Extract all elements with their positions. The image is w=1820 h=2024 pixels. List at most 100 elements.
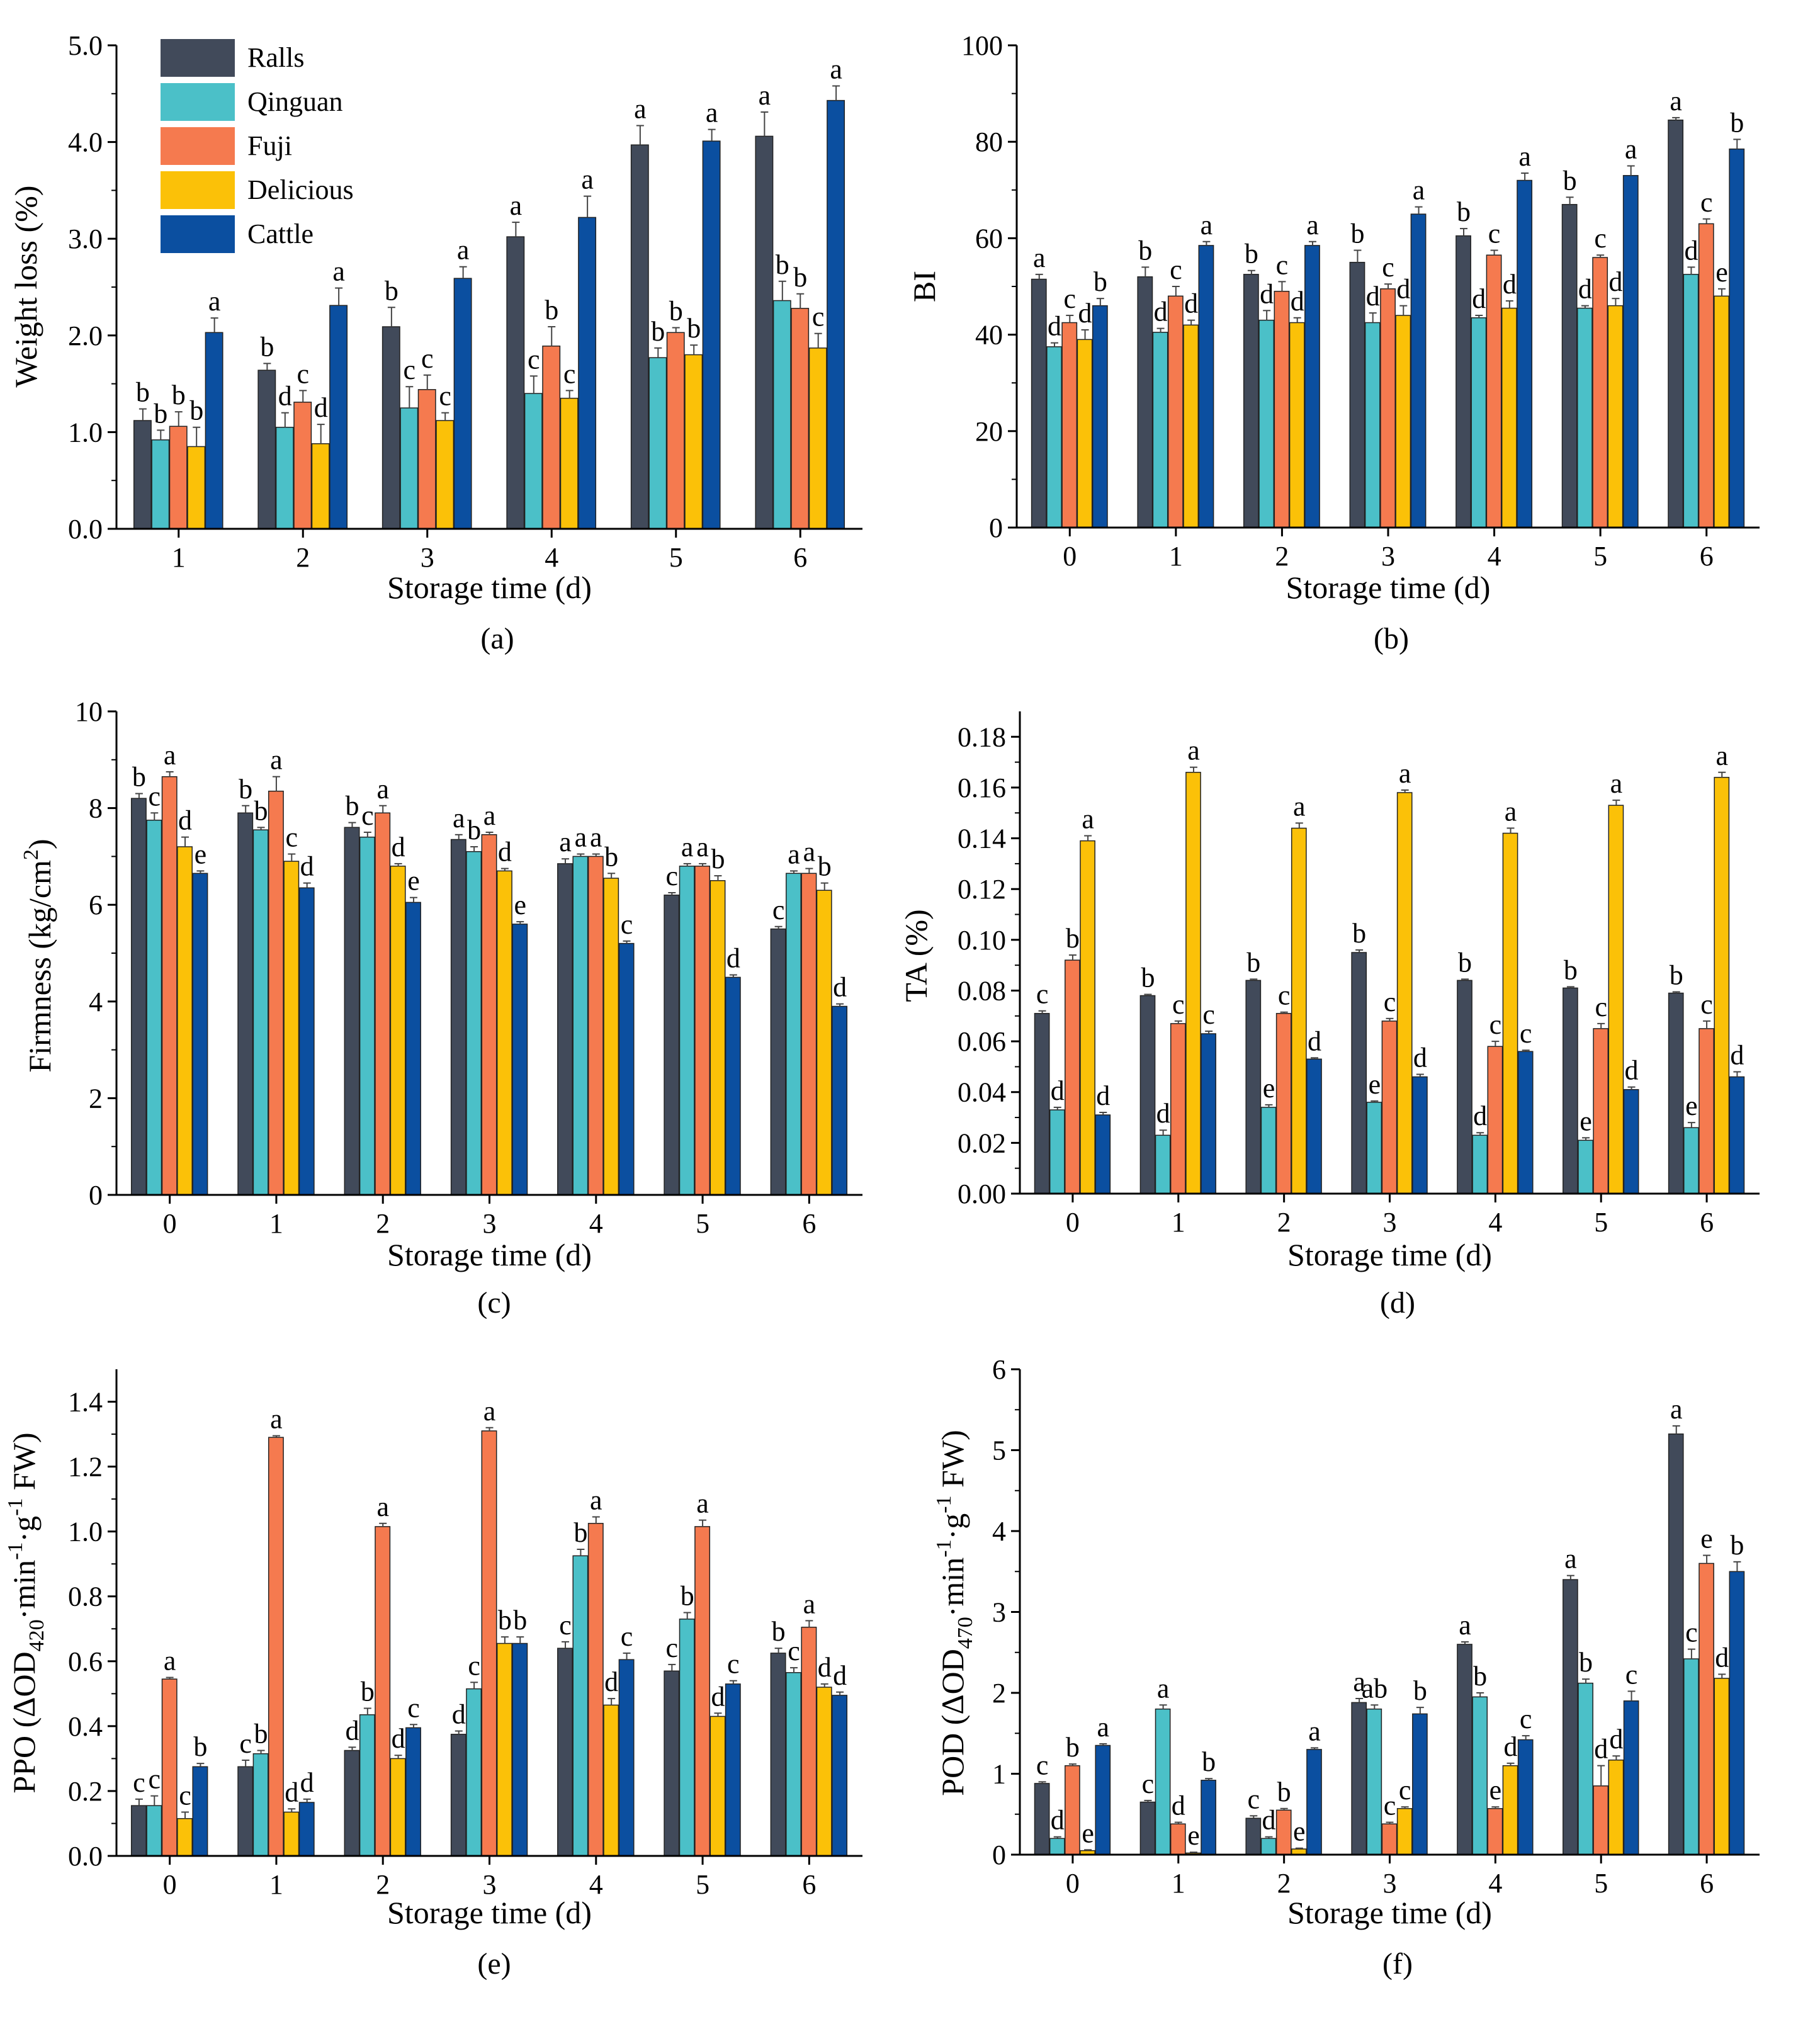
bar-e-qinguan-4 — [572, 1555, 589, 1857]
x-tick-label-b-6: 6 — [1700, 541, 1714, 572]
sig-label-c-delicious-4: b — [604, 841, 618, 872]
bar-b-fuji-4 — [1486, 254, 1502, 528]
bar-e-fuji-2 — [375, 1526, 391, 1857]
bar-f-ralls-2 — [1245, 1818, 1262, 1855]
sig-label-d-fuji-0: b — [1066, 923, 1080, 954]
bar-d-qinguan-5 — [1578, 1139, 1593, 1194]
bar-e-fuji-5 — [694, 1526, 711, 1857]
x-tick-label-c-2: 2 — [376, 1208, 390, 1239]
bar-f-qinguan-3 — [1366, 1708, 1382, 1855]
sig-label-c-cattle-3: e — [514, 890, 526, 920]
sig-label-a-cattle-6: a — [830, 54, 842, 85]
sig-label-b-delicious-6: e — [1715, 257, 1728, 288]
x-tick-label-d-2: 2 — [1277, 1207, 1291, 1238]
sig-label-e-qinguan-6: c — [788, 1636, 800, 1666]
sig-label-f-fuji-6: e — [1700, 1524, 1713, 1554]
y-tick-label-d-2: 0.04 — [958, 1077, 1006, 1108]
bar-c-cattle-6 — [832, 1005, 848, 1196]
bar-f-cattle-2 — [1306, 1749, 1322, 1855]
legend-swatch-fuji — [161, 127, 235, 165]
bar-a-qinguan-6 — [772, 300, 791, 529]
x-tick-label-d-6: 6 — [1700, 1207, 1714, 1238]
sig-label-b-cattle-0: b — [1094, 266, 1107, 297]
x-tick-label-a-3: 3 — [421, 542, 434, 573]
sig-label-e-ralls-0: c — [133, 1767, 145, 1798]
bar-c-ralls-1 — [237, 812, 254, 1196]
x-tick-label-f-1: 1 — [1172, 1868, 1185, 1899]
y-tick-label-f-3: 3 — [992, 1597, 1006, 1628]
panel-caption-f: (f) — [1382, 1947, 1413, 1981]
bar-b-fuji-1 — [1167, 295, 1184, 528]
bar-d-qinguan-1 — [1155, 1134, 1171, 1194]
x-tick-label-a-1: 1 — [172, 542, 186, 573]
bar-c-qinguan-5 — [679, 866, 695, 1196]
sig-label-b-ralls-1: b — [1138, 235, 1152, 266]
bar-d-cattle-4 — [1517, 1051, 1534, 1194]
bar-f-cattle-0 — [1095, 1744, 1111, 1855]
sig-label-e-ralls-4: c — [559, 1610, 572, 1641]
sig-label-a-cattle-1: a — [208, 286, 221, 317]
x-axis-label-f: Storage time (d) — [1287, 1895, 1492, 1930]
y-tick-label-d-1: 0.02 — [958, 1128, 1006, 1158]
sig-label-c-qinguan-3: b — [467, 815, 481, 845]
bar-c-qinguan-6 — [786, 873, 801, 1196]
sig-label-c-ralls-2: b — [345, 791, 359, 822]
sig-label-c-delicious-2: d — [392, 832, 405, 862]
sig-label-d-qinguan-6: e — [1685, 1090, 1698, 1121]
sig-label-d-qinguan-2: e — [1263, 1073, 1275, 1104]
y-tick-label-e-7: 1.4 — [68, 1387, 103, 1418]
x-tick-label-c-3: 3 — [483, 1208, 497, 1239]
bar-e-qinguan-2 — [359, 1714, 375, 1857]
bar-d-ralls-3 — [1351, 952, 1367, 1194]
y-tick-label-f-2: 2 — [992, 1678, 1006, 1709]
bar-e-delicious-2 — [390, 1758, 406, 1857]
sig-label-e-delicious-1: d — [285, 1777, 298, 1807]
x-tick-label-f-5: 5 — [1594, 1868, 1608, 1899]
y-tick-label-c-2: 4 — [89, 987, 103, 1017]
bar-d-cattle-1 — [1201, 1033, 1216, 1194]
bar-d-fuji-3 — [1381, 1020, 1398, 1194]
y-tick-label-a-4: 4.0 — [68, 127, 103, 158]
y-tick-label-b-3: 60 — [975, 223, 1003, 254]
bar-c-fuji-1 — [268, 790, 284, 1196]
bar-f-cattle-5 — [1623, 1700, 1639, 1855]
sig-label-d-fuji-6: c — [1700, 989, 1713, 1020]
y-tick-label-b-1: 20 — [975, 416, 1003, 447]
x-tick-label-e-4: 4 — [589, 1869, 603, 1900]
sig-label-d-cattle-0: d — [1096, 1080, 1110, 1111]
x-tick-label-a-4: 4 — [545, 542, 558, 573]
y-tick-label-d-4: 0.08 — [958, 975, 1006, 1006]
sig-label-a-delicious-3: c — [439, 381, 451, 412]
bar-b-delicious-0 — [1077, 339, 1093, 528]
sig-label-d-delicious-1: a — [1187, 735, 1200, 766]
sig-label-f-delicious-1: e — [1187, 1820, 1200, 1851]
sig-label-e-delicious-5: d — [711, 1681, 725, 1712]
sig-label-d-ralls-1: b — [1141, 963, 1155, 993]
bar-e-delicious-1 — [283, 1811, 300, 1857]
sig-label-f-fuji-2: b — [1277, 1777, 1291, 1807]
bar-d-ralls-6 — [1668, 992, 1684, 1194]
y-tick-label-e-6: 1.2 — [68, 1452, 103, 1483]
bar-b-cattle-5 — [1622, 175, 1639, 528]
sig-label-a-delicious-1: b — [189, 395, 203, 426]
sig-label-f-fuji-1: d — [1172, 1790, 1185, 1821]
bar-a-ralls-6 — [755, 135, 774, 529]
sig-label-b-cattle-3: a — [1413, 175, 1425, 206]
bar-c-cattle-3 — [512, 924, 528, 1196]
sig-label-c-qinguan-0: c — [149, 781, 161, 811]
sig-label-d-cattle-1: c — [1202, 999, 1215, 1030]
bar-c-qinguan-1 — [252, 829, 269, 1196]
sig-label-a-qinguan-3: c — [404, 354, 416, 385]
bar-b-ralls-1 — [1137, 276, 1153, 528]
bar-e-fuji-3 — [481, 1430, 497, 1857]
y-axis-label-d: TA (%) — [898, 909, 934, 1002]
sig-label-a-ralls-6: a — [759, 80, 771, 111]
sig-label-f-ralls-1: c — [1142, 1768, 1155, 1799]
sig-label-c-fuji-1: a — [270, 745, 283, 776]
bar-b-ralls-6 — [1668, 119, 1684, 528]
bar-b-cattle-3 — [1410, 213, 1427, 528]
bar-c-fuji-0 — [161, 776, 178, 1196]
bar-e-delicious-3 — [496, 1642, 512, 1857]
